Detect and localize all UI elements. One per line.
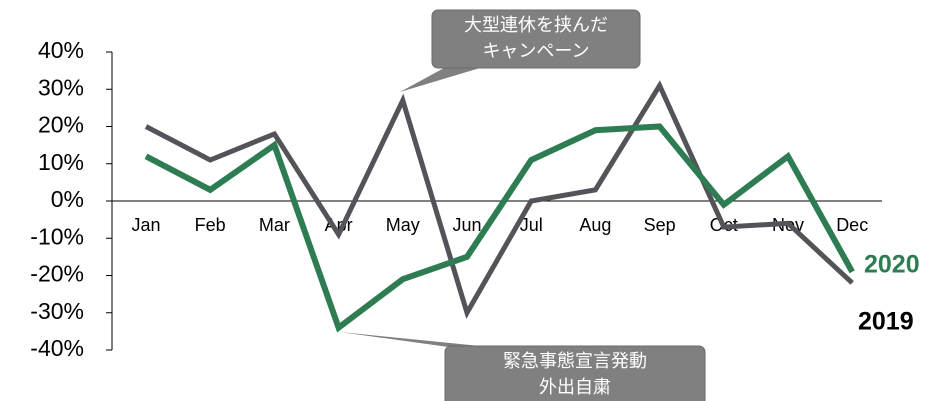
x-tick-label: Dec [836, 215, 868, 235]
x-tick-label: May [386, 215, 420, 235]
series-line [144, 80, 854, 320]
y-tick-label: 40% [38, 37, 84, 63]
callout-text: 大型連休を挟んだ [464, 15, 608, 35]
x-tick-label: Jun [452, 215, 481, 235]
series-label: 2019 [858, 308, 914, 336]
y-tick-label: -10% [30, 223, 84, 249]
callout-box [444, 345, 706, 401]
x-tick-label: Jul [520, 215, 543, 235]
callout-pointer [400, 62, 500, 92]
x-tick-label: Sep [644, 215, 676, 235]
y-tick-label: -40% [30, 335, 84, 361]
x-tick-label: Feb [195, 215, 226, 235]
x-tick-label: Mar [259, 215, 290, 235]
y-tick-label: 30% [38, 74, 84, 100]
y-tick-label: 10% [38, 149, 84, 175]
callout-text: 外出自粛 [539, 377, 611, 397]
callout-text: 緊急事態宣言発動 [503, 351, 647, 371]
y-tick-label: 0% [51, 186, 84, 212]
y-tick-label: 20% [38, 112, 84, 138]
y-tick-label: -30% [30, 298, 84, 324]
x-tick-label: Aug [579, 215, 611, 235]
callout-text: キャンペーン [482, 41, 589, 61]
y-tick-label: -20% [30, 261, 84, 287]
callout-box [431, 9, 641, 69]
series-line [144, 123, 855, 333]
series-label: 2020 [864, 251, 920, 279]
x-tick-label: Jan [131, 215, 160, 235]
